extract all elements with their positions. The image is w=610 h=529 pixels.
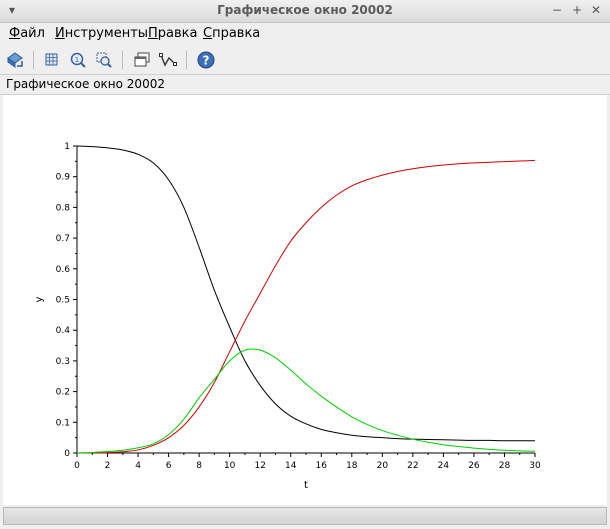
menu-file[interactable]: Файл bbox=[9, 26, 45, 41]
y-tick-label: 0.9 bbox=[56, 173, 71, 183]
svg-text:?: ? bbox=[203, 54, 210, 68]
x-tick-label: 30 bbox=[529, 461, 541, 471]
x-tick-label: 12 bbox=[254, 461, 265, 471]
y-tick-label: 0.3 bbox=[56, 357, 70, 367]
x-tick-label: 18 bbox=[346, 461, 358, 471]
svg-text:1: 1 bbox=[75, 56, 79, 64]
y-tick-label: 0.2 bbox=[56, 388, 70, 398]
rotate-icon[interactable] bbox=[4, 49, 26, 71]
maximize-icon[interactable]: + bbox=[572, 3, 583, 17]
menu-tools[interactable]: Инструменты bbox=[55, 26, 149, 41]
window-title: Графическое окно 20002 bbox=[217, 3, 393, 17]
y-axis-label: y bbox=[34, 296, 45, 302]
y-tick-label: 0.1 bbox=[56, 418, 70, 428]
window-menu-icon[interactable]: ▾ bbox=[9, 3, 16, 17]
x-tick-label: 16 bbox=[316, 461, 328, 471]
x-tick-label: 20 bbox=[377, 461, 389, 471]
x-tick-label: 26 bbox=[468, 461, 480, 471]
toolbar: 1 ? bbox=[0, 46, 610, 75]
zoom-in-icon[interactable]: 1 bbox=[67, 49, 89, 71]
window-icon[interactable] bbox=[131, 49, 153, 71]
x-axis-label: t bbox=[304, 480, 308, 491]
status-bar bbox=[3, 507, 607, 525]
y-tick-label: 0.8 bbox=[56, 203, 71, 213]
x-tick-label: 2 bbox=[105, 461, 111, 471]
x-tick-label: 10 bbox=[224, 461, 236, 471]
help-icon[interactable]: ? bbox=[195, 49, 217, 71]
y-tick-label: 0.7 bbox=[56, 234, 70, 244]
x-tick-label: 4 bbox=[135, 461, 141, 471]
chart-axes: 0 2 4 6 8 10 12 14 16 18 20 22 24 26 28 3000.10.20.30.4… bbox=[56, 142, 541, 471]
x-tick-label: 22 bbox=[407, 461, 418, 471]
toolbar-separator bbox=[122, 51, 123, 69]
figure-caption-bar: Графическое окно 20002 bbox=[0, 75, 610, 95]
x-tick-label: 28 bbox=[499, 461, 511, 471]
menu-bar: Файл Инструменты Правка Справка bbox=[0, 23, 610, 45]
x-tick-label: 0 bbox=[74, 461, 80, 471]
series-line-1 bbox=[76, 159, 536, 454]
y-tick-label: 0.4 bbox=[56, 326, 71, 336]
zoom-grid-icon[interactable] bbox=[41, 49, 63, 71]
menu-edit[interactable]: Правка bbox=[148, 26, 198, 41]
x-tick-label: 24 bbox=[438, 461, 450, 471]
minimize-icon[interactable]: − bbox=[552, 3, 563, 17]
y-tick-label: 0.5 bbox=[56, 296, 70, 306]
y-tick-label: 0.6 bbox=[56, 265, 71, 275]
y-tick-label: 0 bbox=[64, 449, 70, 459]
toolbar-separator bbox=[186, 51, 187, 69]
close-icon[interactable]: ✕ bbox=[591, 3, 602, 17]
figure-caption: Графическое окно 20002 bbox=[6, 77, 165, 91]
toolbar-separator bbox=[33, 51, 34, 69]
line-chart[interactable]: 0 2 4 6 8 10 12 14 16 18 20 22 24 26 28 3000.10.20.30.4… bbox=[3, 95, 607, 505]
datatip-icon[interactable] bbox=[157, 49, 179, 71]
series-line-0 bbox=[76, 145, 535, 442]
zoom-area-icon[interactable] bbox=[93, 49, 115, 71]
x-tick-label: 6 bbox=[166, 461, 172, 471]
x-tick-label: 8 bbox=[196, 461, 202, 471]
y-tick-label: 1 bbox=[64, 142, 70, 152]
plot-area[interactable]: 0 2 4 6 8 10 12 14 16 18 20 22 24 26 28 30 0 0.1 0.2 0.3 0.4… bbox=[3, 95, 607, 505]
menu-help[interactable]: Справка bbox=[203, 26, 261, 41]
chart-lines bbox=[76, 145, 536, 454]
series-line-2 bbox=[76, 348, 536, 454]
x-tick-label: 14 bbox=[285, 461, 297, 471]
title-bar: ▾ Графическое окно 20002 − + ✕ bbox=[0, 0, 610, 23]
